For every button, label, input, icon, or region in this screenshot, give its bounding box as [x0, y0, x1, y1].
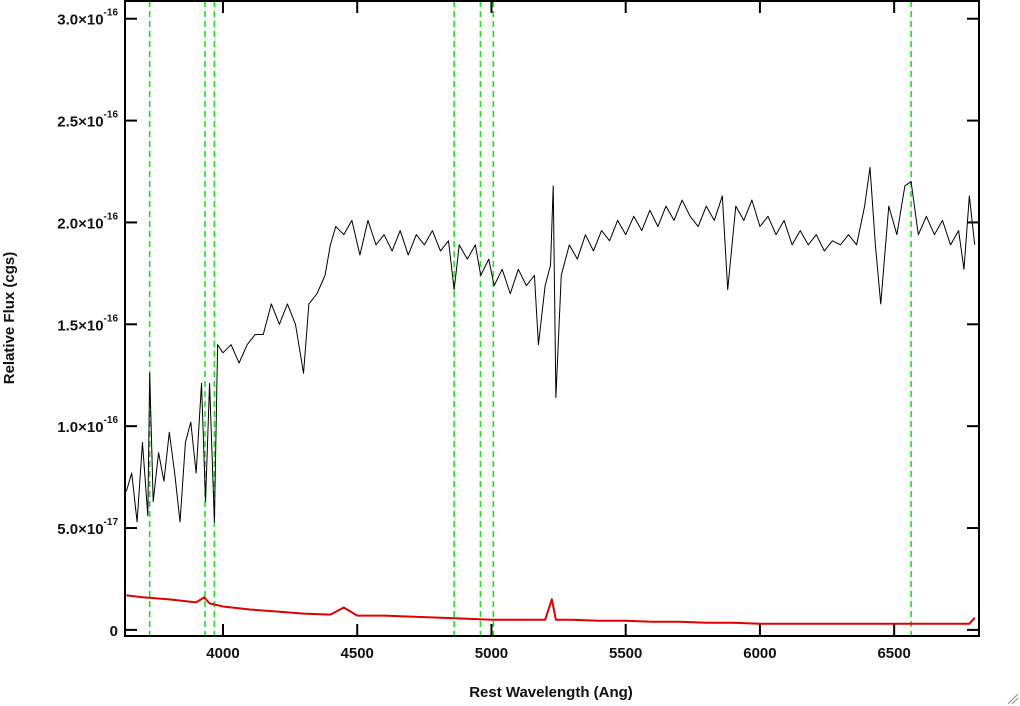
y-tick-label: 2.0×10-16 — [57, 211, 118, 232]
y-tick-exponent: -16 — [104, 211, 119, 222]
y-tick-exponent: -17 — [104, 517, 119, 528]
y-tick-mantissa: 3.0×10 — [57, 12, 103, 29]
y-tick-label: 2.5×10-16 — [57, 109, 118, 130]
y-tick-mantissa: 2.0×10 — [57, 215, 103, 232]
x-tick-label: 6500 — [877, 645, 910, 662]
y-tick-mantissa: 1.0×10 — [57, 419, 103, 436]
y-tick-exponent: -16 — [104, 109, 119, 120]
y-tick-exponent: -16 — [104, 7, 119, 18]
x-tick-label: 5500 — [609, 645, 642, 662]
y-tick-label: 1.5×10-16 — [57, 313, 118, 334]
resize-grip — [1007, 693, 1019, 705]
series-line — [125, 166, 976, 523]
y-tick-exponent: -16 — [104, 415, 119, 426]
y-tick-label: 3.0×10-16 — [57, 7, 118, 28]
y-tick-mantissa: 2.5×10 — [57, 114, 103, 131]
x-tick-label: 6000 — [743, 645, 776, 662]
y-tick-label: 0 — [110, 623, 118, 640]
y-tick-mantissa: 1.5×10 — [57, 317, 103, 334]
y-tick-mantissa: 5.0×10 — [57, 521, 103, 538]
y-axis-title: Relative Flux (cgs) — [1, 252, 18, 385]
x-tick-label: 4500 — [341, 645, 374, 662]
y-tick-exponent: -16 — [104, 313, 119, 324]
plot-area — [125, 1, 976, 636]
plot-frame — [124, 0, 980, 637]
y-tick-label: 1.0×10-16 — [57, 415, 118, 436]
x-tick-label: 4000 — [206, 645, 239, 662]
series-line — [126, 594, 976, 625]
x-tick-label: 5000 — [475, 645, 508, 662]
y-tick-label: 5.0×10-17 — [57, 517, 118, 538]
x-axis-title: Rest Wavelength (Ang) — [469, 684, 633, 701]
